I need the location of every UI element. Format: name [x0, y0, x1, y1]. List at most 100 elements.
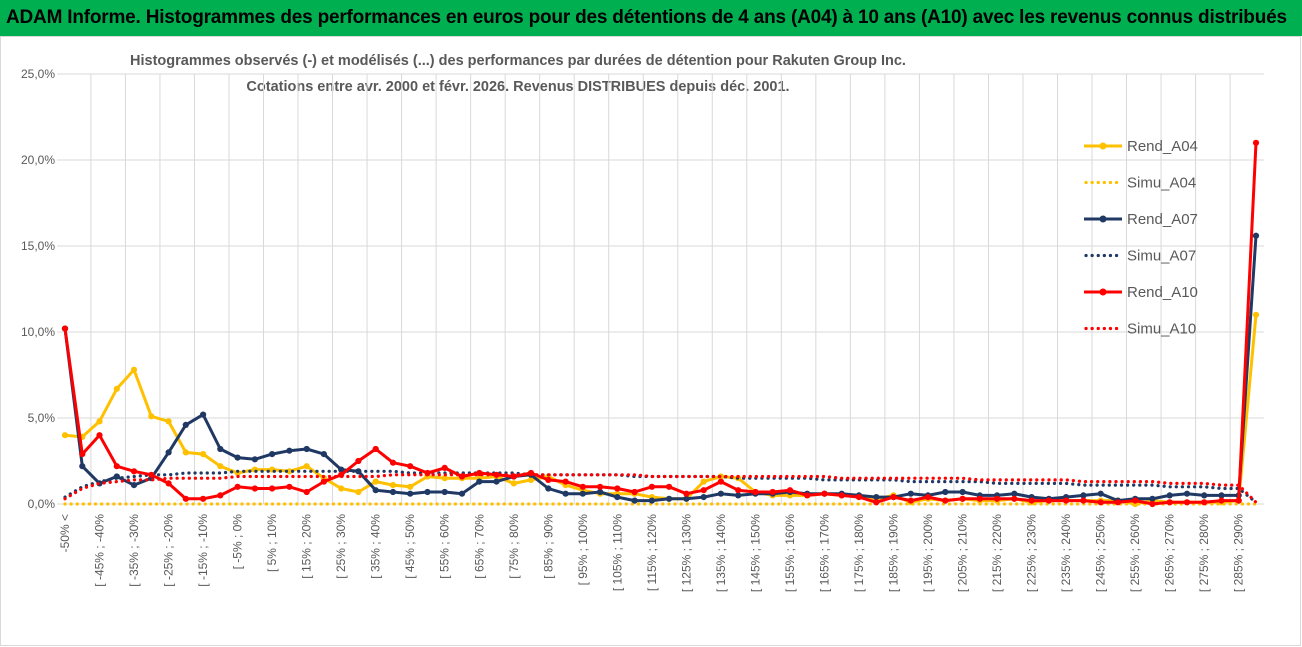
point-Rend_A07 — [182, 421, 189, 428]
x-tick-label: [ 25% ; 30% — [334, 514, 348, 579]
point-Rend_A07 — [476, 478, 483, 485]
x-tick-label: [ 135% ; 140% — [714, 514, 728, 592]
point-Rend_A04 — [303, 463, 310, 470]
point-Rend_A07 — [717, 490, 725, 497]
point-Rend_A10 — [769, 488, 776, 496]
x-tick-label: [ 145% ; 150% — [748, 514, 762, 592]
series-Rend_A10 — [63, 142, 1258, 506]
point-Rend_A07 — [407, 490, 414, 497]
point-Rend_A10 — [200, 495, 207, 502]
point-Rend_A10 — [1114, 499, 1121, 506]
point-Rend_A10 — [1080, 497, 1087, 504]
x-tick-label: [ 85% ; 90% — [541, 514, 555, 579]
x-tick-label: [ 195% ; 200% — [921, 514, 935, 592]
point-Rend_A04 — [130, 366, 138, 373]
x-tick-label: -50% < — [58, 514, 72, 552]
point-Rend_A07 — [1183, 490, 1191, 497]
point-Rend_A10 — [165, 480, 172, 487]
point-Rend_A07 — [200, 411, 207, 418]
point-Rend_A07 — [562, 490, 569, 497]
point-Rend_A07 — [79, 463, 86, 470]
point-Rend_A10 — [130, 468, 138, 475]
point-Rend_A10 — [666, 483, 673, 490]
y-tick-label: 10,0% — [21, 325, 55, 339]
point-Rend_A10 — [286, 483, 293, 490]
y-axis: 0,0% 5,0% 10,0% 15,0% 20,0% 25,0% — [21, 67, 55, 511]
point-Rend_A07 — [1080, 492, 1087, 499]
point-Rend_A10 — [597, 483, 604, 490]
x-tick-label: [ 95% ; 100% — [576, 514, 590, 586]
legend-label-Simu_A04: Simu_A04 — [1127, 175, 1196, 192]
point-Rend_A10 — [1097, 499, 1104, 506]
y-tick-label: 15,0% — [21, 239, 55, 253]
point-Rend_A04 — [1252, 311, 1260, 318]
y-tick-label: 25,0% — [21, 67, 55, 81]
point-Rend_A07 — [303, 445, 310, 453]
point-Rend_A07 — [959, 488, 966, 496]
point-Rend_A10 — [1201, 499, 1208, 506]
point-Rend_A10 — [1149, 500, 1156, 508]
point-Rend_A10 — [1218, 497, 1225, 504]
point-Rend_A10 — [182, 495, 189, 502]
point-Rend_A10 — [648, 483, 656, 490]
point-Rend_A07 — [631, 497, 638, 504]
legend-marker-Rend_A07 — [1099, 215, 1107, 223]
point-Rend_A04 — [113, 385, 120, 392]
point-Rend_A10 — [79, 451, 86, 458]
point-Rend_A10 — [683, 490, 690, 497]
point-Rend_A04 — [389, 482, 397, 489]
x-tick-label: [ 215% ; 220% — [990, 514, 1004, 592]
point-Rend_A10 — [1235, 497, 1242, 504]
point-Rend_A10 — [890, 494, 897, 501]
point-Rend_A10 — [269, 485, 276, 492]
x-tick-label: [ 245% ; 250% — [1094, 514, 1108, 592]
point-Rend_A10 — [1028, 497, 1035, 504]
point-Rend_A10 — [786, 487, 794, 494]
point-Rend_A07 — [1201, 492, 1208, 499]
point-Rend_A10 — [407, 463, 414, 470]
point-Rend_A10 — [907, 497, 914, 504]
series-Simu_A07 — [63, 469, 1258, 504]
point-Rend_A10 — [251, 485, 258, 492]
x-tick-label: [ -35% ; -30% — [127, 514, 141, 587]
point-Rend_A04 — [510, 480, 517, 487]
point-Rend_A07 — [269, 451, 276, 458]
point-Rend_A07 — [1149, 495, 1156, 502]
y-tick-label: 20,0% — [21, 153, 55, 167]
point-Rend_A10 — [96, 432, 103, 439]
series-Simu_A10 — [63, 473, 1258, 504]
point-Rend_A10 — [545, 476, 552, 483]
point-Rend_A10 — [148, 471, 155, 478]
point-Rend_A10 — [1132, 497, 1139, 504]
point-Rend_A10 — [61, 325, 69, 332]
x-tick-label: [ 265% ; 270% — [1163, 514, 1177, 592]
x-tick-label: [ 55% ; 60% — [438, 514, 452, 579]
x-tick-label: [ -5% ; 0% — [231, 514, 245, 570]
point-Rend_A10 — [735, 487, 742, 494]
legend-label-Rend_A07: Rend_A07 — [1127, 211, 1198, 228]
point-Rend_A07 — [666, 495, 673, 502]
point-Rend_A10 — [631, 488, 638, 496]
point-Rend_A10 — [1183, 499, 1191, 506]
point-Rend_A04 — [96, 418, 103, 425]
point-Rend_A07 — [1252, 232, 1260, 239]
x-tick-label: [ 185% ; 190% — [887, 514, 901, 592]
point-Rend_A10 — [1252, 139, 1260, 146]
point-Rend_A04 — [407, 483, 414, 490]
point-Rend_A10 — [976, 495, 983, 502]
point-Rend_A07 — [614, 494, 621, 501]
point-Rend_A07 — [165, 449, 172, 456]
point-Rend_A07 — [597, 488, 604, 496]
x-tick-label: [ -15% ; -10% — [196, 514, 210, 587]
legend-marker-Rend_A04 — [1099, 142, 1107, 150]
point-Rend_A10 — [873, 499, 880, 506]
legend-label-Simu_A10: Simu_A10 — [1127, 321, 1196, 338]
x-tick-label: [ 285% ; 290% — [1232, 514, 1246, 592]
legend-marker-Rend_A10 — [1099, 288, 1107, 296]
point-Rend_A07 — [1218, 492, 1225, 499]
series-lines — [61, 139, 1260, 508]
point-Rend_A10 — [234, 483, 241, 490]
point-Rend_A04 — [200, 451, 207, 458]
point-Rend_A10 — [1166, 499, 1173, 506]
point-Rend_A07 — [1011, 490, 1018, 497]
